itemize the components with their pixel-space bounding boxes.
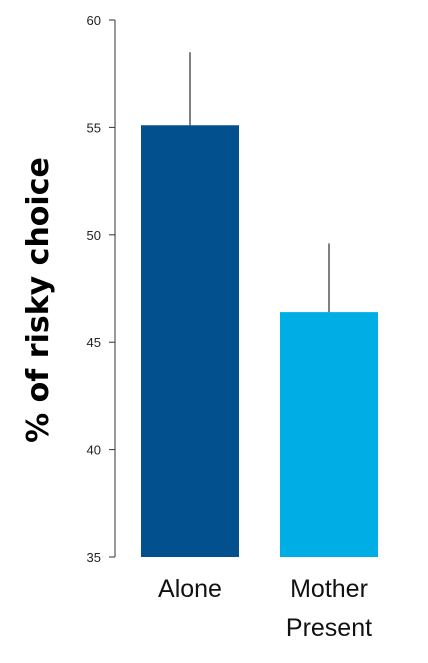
y-axis-label: % of risky choice [21,157,56,443]
x-category-label-line: Present [286,614,372,642]
y-tick-label: 55 [87,120,101,135]
x-category-label-line: Alone [158,575,222,603]
x-category-label-line: Mother [290,575,368,603]
y-tick-label: 50 [87,228,101,243]
y-tick-label: 35 [87,550,101,565]
y-tick-label: 60 [87,13,101,28]
x-axis-labels: Alone Mother Present [158,575,372,642]
x-category-label: Alone [158,575,222,603]
bar [280,312,378,557]
x-category-label: Mother Present [286,575,372,642]
bars [141,52,378,557]
y-axis: 35 40 45 50 55 60 [87,13,116,565]
bar [141,125,239,557]
y-tick-label: 45 [87,335,101,350]
y-tick-label: 40 [87,443,101,458]
